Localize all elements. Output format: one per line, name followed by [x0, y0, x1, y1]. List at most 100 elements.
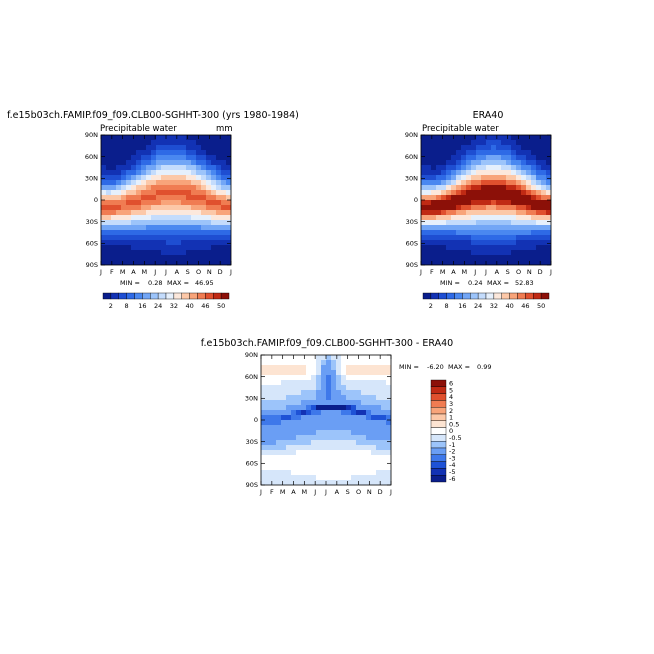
- field-cell: [271, 455, 277, 461]
- field-cell: [521, 200, 527, 206]
- field-cell: [516, 195, 522, 201]
- field-cell: [531, 240, 537, 246]
- field-cell: [136, 205, 142, 211]
- field-cell: [321, 475, 327, 481]
- field-cell: [496, 165, 502, 171]
- field-cell: [281, 400, 287, 406]
- field-cell: [376, 415, 382, 421]
- field-cell: [521, 185, 527, 191]
- field-cell: [486, 170, 492, 176]
- field-cell: [151, 165, 157, 171]
- field-cell: [276, 410, 282, 416]
- field-cell: [301, 355, 307, 361]
- field-cell: [211, 135, 217, 141]
- field-cell: [331, 465, 337, 471]
- field-cell: [281, 430, 287, 436]
- field-cell: [446, 195, 452, 201]
- colorbar-swatch: [462, 292, 471, 300]
- field-cell: [526, 240, 532, 246]
- field-cell: [206, 155, 212, 161]
- field-cell: [196, 230, 202, 236]
- field-cell: [196, 235, 202, 241]
- field-cell: [491, 235, 497, 241]
- field-cell: [341, 380, 347, 386]
- field-cell: [311, 425, 317, 431]
- field-cell: [341, 395, 347, 401]
- field-cell: [101, 225, 107, 231]
- field-cell: [116, 185, 122, 191]
- field-cell: [276, 450, 282, 456]
- field-cell: [496, 175, 502, 181]
- field-cell: [371, 400, 377, 406]
- field-cell: [146, 230, 152, 236]
- field-cell: [266, 410, 272, 416]
- field-cell: [171, 170, 177, 176]
- field-cell: [266, 475, 272, 481]
- field-cell: [466, 210, 472, 216]
- field-cell: [466, 135, 472, 141]
- field-cell: [486, 245, 492, 251]
- field-cell: [446, 185, 452, 191]
- field-cell: [156, 220, 162, 226]
- x-tick-label: J: [259, 488, 262, 496]
- field-cell: [386, 430, 391, 436]
- field-cell: [346, 440, 352, 446]
- colorbar-label: 2: [449, 407, 453, 415]
- field-cell: [306, 450, 312, 456]
- field-cell: [366, 415, 372, 421]
- field-cell: [131, 170, 137, 176]
- field-cell: [156, 145, 162, 151]
- field-cell: [361, 375, 367, 381]
- field-cell: [136, 155, 142, 161]
- field-cell: [266, 400, 272, 406]
- field-cell: [171, 240, 177, 246]
- field-cell: [296, 400, 302, 406]
- field-cell: [461, 145, 467, 151]
- field-cell: [306, 460, 312, 466]
- colorbar-swatch: [430, 420, 447, 428]
- field-cell: [541, 160, 547, 166]
- field-cell: [106, 185, 112, 191]
- field-cell: [511, 205, 517, 211]
- field-cell: [426, 180, 432, 186]
- field-cell: [346, 420, 352, 426]
- field-cell: [381, 405, 387, 411]
- field-cell: [316, 445, 322, 451]
- field-cell: [211, 215, 217, 221]
- field-cell: [436, 240, 442, 246]
- field-cell: [526, 220, 532, 226]
- field-cell: [136, 170, 142, 176]
- field-cell: [281, 415, 287, 421]
- field-cell: [146, 140, 152, 146]
- field-cell: [201, 260, 207, 265]
- field-cell: [161, 260, 167, 265]
- field-cell: [511, 260, 517, 265]
- field-cell: [226, 190, 231, 196]
- field-cell: [426, 250, 432, 256]
- field-cell: [266, 405, 272, 411]
- field-cell: [371, 430, 377, 436]
- field-cell: [326, 460, 332, 466]
- field-cell: [476, 260, 482, 265]
- y-tick-label: 0: [254, 416, 258, 424]
- field-cell: [286, 365, 292, 371]
- field-cell: [541, 180, 547, 186]
- field-cell: [531, 165, 537, 171]
- field-cell: [316, 375, 322, 381]
- field-cell: [546, 170, 551, 176]
- field-cell: [186, 260, 192, 265]
- field-cell: [216, 240, 222, 246]
- field-cell: [366, 480, 372, 485]
- field-cell: [156, 135, 162, 141]
- field-cell: [441, 200, 447, 206]
- field-cell: [431, 200, 437, 206]
- field-cell: [266, 395, 272, 401]
- field-cell: [521, 205, 527, 211]
- field-cell: [501, 140, 507, 146]
- field-cell: [321, 435, 327, 441]
- field-cell: [186, 200, 192, 206]
- field-cell: [526, 175, 532, 181]
- field-cell: [471, 165, 477, 171]
- field-cell: [106, 195, 112, 201]
